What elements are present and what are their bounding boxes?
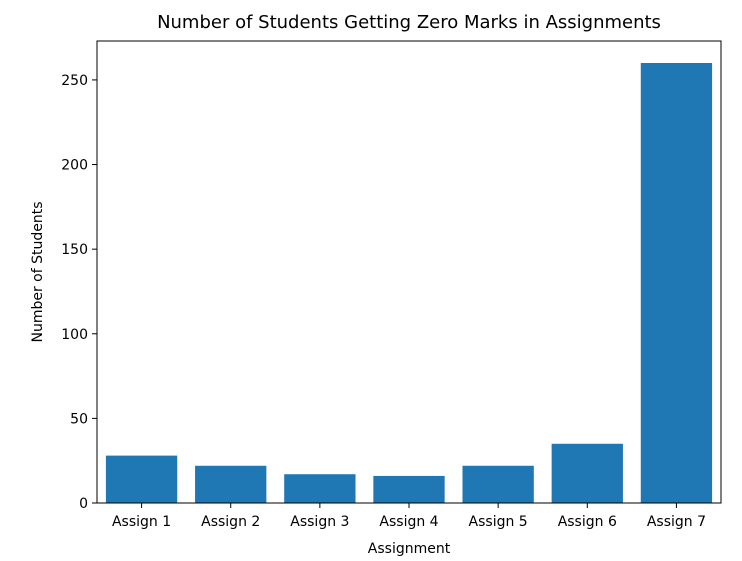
x-tick-label: Assign 5: [469, 514, 528, 530]
y-tick-label: 150: [61, 242, 88, 258]
x-tick-label: Assign 4: [379, 514, 438, 530]
bar-assign-3: [284, 474, 356, 503]
y-tick-label: 200: [61, 158, 88, 174]
x-tick-label: Assign 2: [201, 514, 260, 530]
chart-title: Number of Students Getting Zero Marks in…: [157, 12, 661, 33]
y-tick-label: 250: [61, 73, 88, 89]
y-axis-ticks: 0 50 100 150 200 250: [61, 73, 97, 512]
bars-group: [105, 63, 713, 503]
bar-assign-7: [640, 63, 713, 503]
y-axis-label: Number of Students: [30, 201, 46, 342]
bar-assign-4: [373, 475, 445, 503]
x-tick-label: Assign 3: [290, 514, 349, 530]
x-tick-label: Assign 6: [558, 514, 617, 530]
bar-assign-2: [195, 465, 267, 503]
bar-assign-5: [462, 465, 534, 503]
x-tick-label: Assign 1: [112, 514, 171, 530]
y-tick-label: 100: [61, 327, 88, 343]
plot-frame: [96, 40, 722, 504]
y-tick-label: 50: [70, 411, 88, 427]
bar-assign-1: [105, 455, 178, 503]
x-axis-label: Assignment: [368, 541, 451, 557]
bar-assign-6: [551, 443, 623, 503]
x-tick-label: Assign 7: [647, 514, 706, 530]
y-tick-label: 0: [79, 496, 88, 512]
x-axis-ticks: Assign 1 Assign 2 Assign 3 Assign 4 Assign 5…: [112, 503, 706, 530]
